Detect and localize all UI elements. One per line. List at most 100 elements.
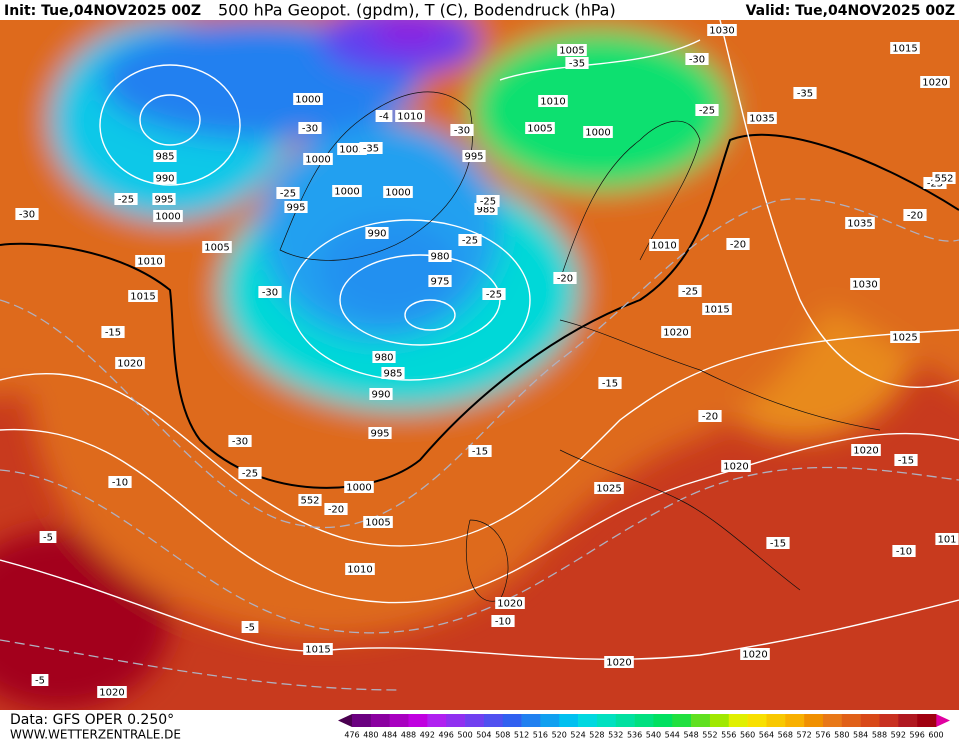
label-box bbox=[108, 476, 132, 488]
pressure-label: 1020 bbox=[742, 650, 767, 661]
pressure-label: 1020 bbox=[853, 446, 878, 457]
pressure-label: 1010 bbox=[397, 112, 422, 123]
temperature-label: -5 bbox=[35, 676, 45, 687]
colorbar-tick-label: 532 bbox=[608, 731, 623, 740]
temperature-label: -20 bbox=[730, 240, 746, 251]
colorbar-tick-label: 488 bbox=[401, 731, 416, 740]
colorbar-swatch bbox=[615, 714, 635, 727]
pressure-label: 990 bbox=[367, 229, 386, 240]
label-box bbox=[359, 142, 383, 154]
label-box bbox=[702, 303, 732, 315]
colorbar-tick-label: 476 bbox=[344, 731, 359, 740]
pressure-label: 995 bbox=[464, 152, 483, 163]
colorbar-tick-label: 572 bbox=[796, 731, 811, 740]
pressure-label: 990 bbox=[155, 174, 174, 185]
label-box bbox=[115, 357, 145, 369]
label-box bbox=[678, 285, 702, 297]
temperature-label: -10 bbox=[495, 617, 511, 628]
pressure-label: 1010 bbox=[540, 97, 565, 108]
label-box bbox=[15, 208, 39, 220]
label-box bbox=[368, 427, 392, 439]
label-box bbox=[303, 643, 333, 655]
label-box bbox=[890, 331, 920, 343]
label-box bbox=[153, 150, 177, 162]
pressure-label: 1015 bbox=[892, 44, 917, 55]
pressure-label: 1000 bbox=[346, 483, 371, 494]
label-box bbox=[920, 76, 950, 88]
pressure-label: 1020 bbox=[606, 658, 631, 669]
temperature-label: -25 bbox=[480, 197, 496, 208]
pressure-label: 1015 bbox=[704, 305, 729, 316]
label-box bbox=[428, 275, 452, 287]
label-box bbox=[152, 193, 176, 205]
colorbar-swatch bbox=[766, 714, 786, 727]
label-box bbox=[747, 112, 777, 124]
temperature-label: -30 bbox=[454, 126, 470, 137]
pressure-label: 1000 bbox=[385, 188, 410, 199]
colorbar-swatch bbox=[898, 714, 918, 727]
init-time: Init: Tue,04NOV2025 00Z bbox=[4, 3, 201, 19]
label-box bbox=[383, 186, 413, 198]
label-box bbox=[462, 150, 486, 162]
isobars bbox=[0, 20, 959, 660]
colorbar-swatch bbox=[483, 714, 504, 727]
colorbar-swatch bbox=[540, 714, 560, 727]
label-box bbox=[369, 388, 393, 400]
pressure-label: 990 bbox=[371, 390, 390, 401]
pressure-label: 1000 bbox=[295, 95, 320, 106]
label-box bbox=[482, 288, 506, 300]
colorbar-tick-label: 492 bbox=[420, 731, 435, 740]
pressure-label: 1030 bbox=[709, 26, 734, 37]
label-box bbox=[894, 454, 918, 466]
label-box bbox=[903, 209, 927, 221]
label-box bbox=[258, 286, 282, 298]
label-box bbox=[365, 227, 389, 239]
colorbar-swatch bbox=[747, 714, 767, 727]
label-box bbox=[525, 122, 555, 134]
label-box bbox=[428, 250, 452, 262]
label-box bbox=[345, 563, 375, 575]
label-box bbox=[381, 367, 405, 379]
label-box bbox=[97, 686, 127, 698]
temperature-label: -20 bbox=[702, 412, 718, 423]
label-box bbox=[604, 656, 634, 668]
pressure-label: 1015 bbox=[305, 645, 330, 656]
pressure-label: 1020 bbox=[117, 359, 142, 370]
label-box bbox=[344, 481, 374, 493]
label-box bbox=[583, 126, 613, 138]
pressure-label: 1020 bbox=[663, 328, 688, 339]
colorbar-swatch bbox=[785, 714, 805, 727]
label-box bbox=[851, 444, 881, 456]
label-box bbox=[935, 533, 959, 545]
temperature-label: -15 bbox=[898, 456, 914, 467]
colorbar-swatch bbox=[728, 714, 748, 727]
temperature-label: -30 bbox=[689, 55, 705, 66]
site: WWW.WETTERZENTRALE.DE bbox=[10, 728, 181, 741]
colorbar-tick-label: 568 bbox=[778, 731, 793, 740]
pressure-label: 985 bbox=[476, 205, 495, 216]
colorbar-end bbox=[936, 714, 950, 727]
label-box bbox=[101, 326, 125, 338]
pressure-label: 1025 bbox=[892, 333, 917, 344]
label-box bbox=[845, 217, 875, 229]
temperature-label: -35 bbox=[797, 89, 813, 100]
label-box bbox=[740, 648, 770, 660]
label-box bbox=[598, 377, 622, 389]
label-box bbox=[303, 153, 333, 165]
label-box bbox=[153, 210, 183, 222]
colorbar-swatch bbox=[709, 714, 730, 727]
colorbar-end bbox=[338, 714, 352, 727]
colorbar-tick-label: 512 bbox=[514, 731, 529, 740]
colorbar-swatch bbox=[822, 714, 843, 727]
header-bar bbox=[0, 0, 959, 20]
label-box bbox=[135, 255, 165, 267]
label-box bbox=[298, 122, 322, 134]
pressure-label: 1010 bbox=[137, 257, 162, 268]
label-box bbox=[298, 494, 322, 506]
label-box bbox=[238, 467, 262, 479]
label-box bbox=[892, 545, 916, 557]
pressure-label: 1020 bbox=[922, 78, 947, 89]
colorbar-swatch bbox=[370, 714, 390, 727]
temperature-label: -35 bbox=[363, 144, 379, 155]
